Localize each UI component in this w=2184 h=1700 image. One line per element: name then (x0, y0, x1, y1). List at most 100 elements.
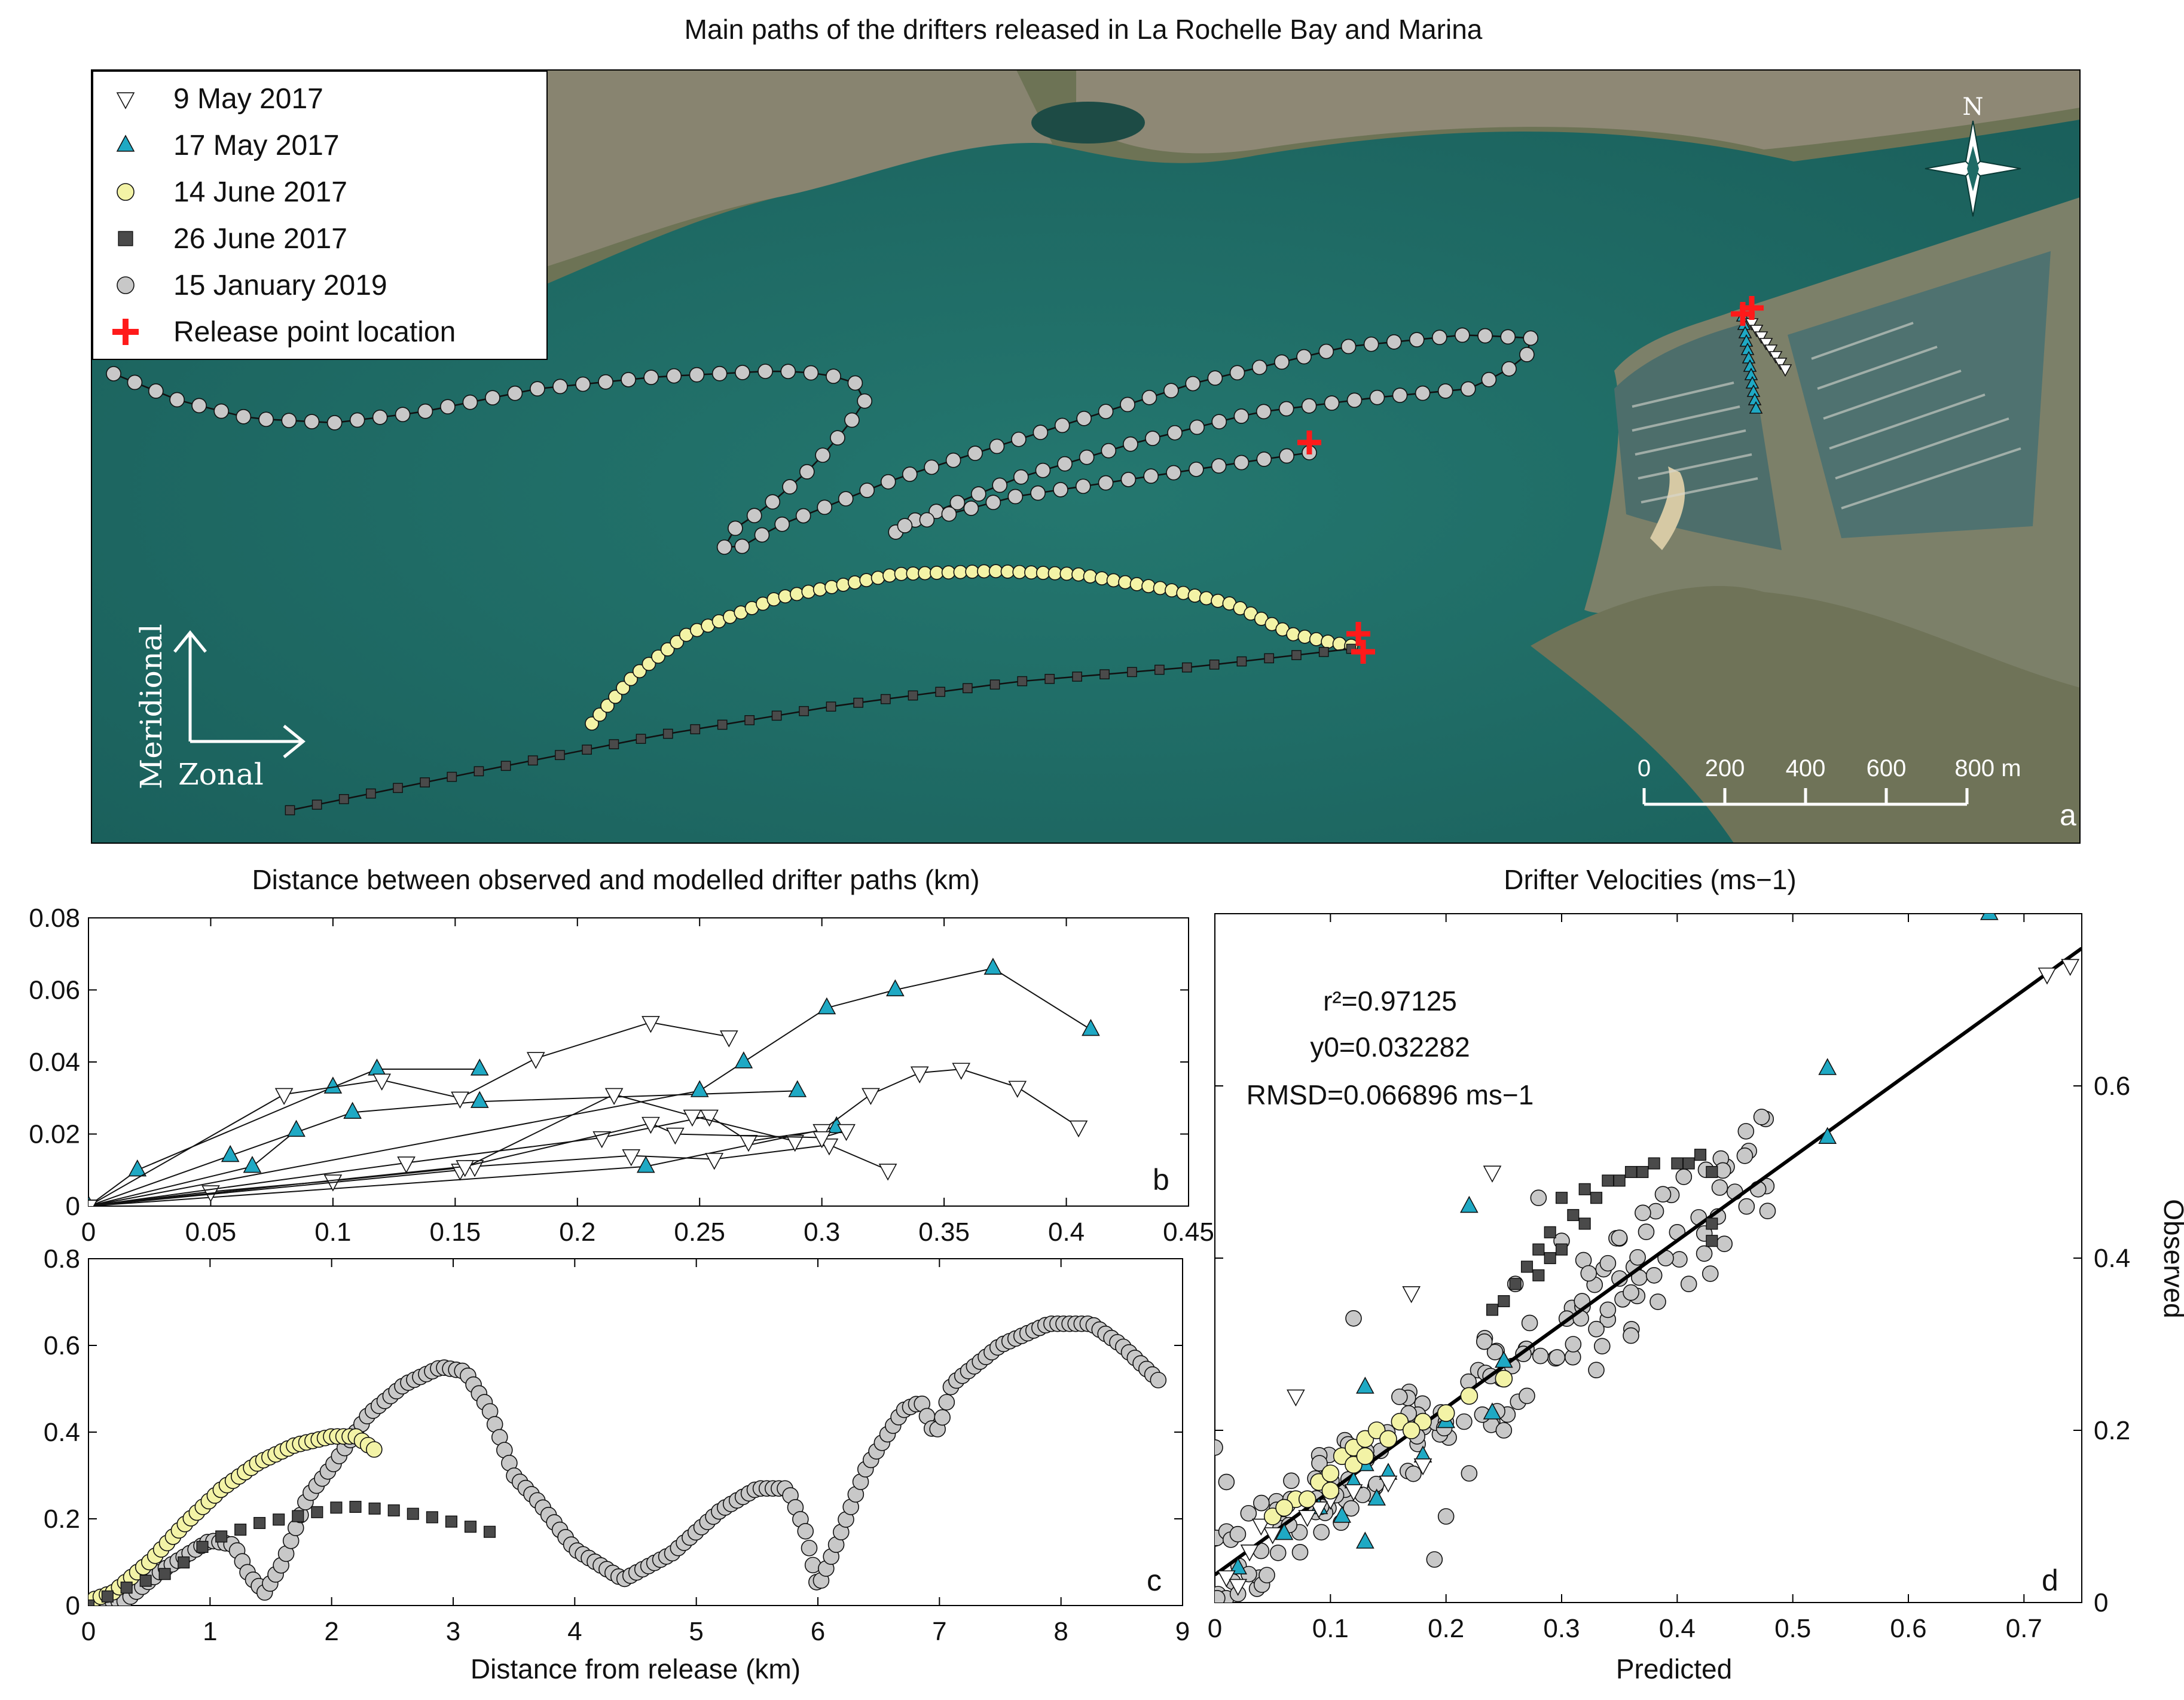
axes-c-xtick-2: 2 (324, 1617, 338, 1646)
panel-b-series (88, 957, 1100, 1206)
map-path-jan-2019-point (1145, 431, 1160, 446)
panel-c-point (178, 1556, 190, 1569)
map-path-jan-2019-point (1035, 462, 1051, 478)
map-path-jan-2019-point (148, 383, 164, 399)
map-path-june14-2017-point (824, 580, 839, 594)
map-path-june14-2017-point (1297, 629, 1312, 644)
panel-d-point (1495, 1422, 1513, 1439)
panel-d-point (1476, 1333, 1493, 1350)
map-path-june14-2017-point (660, 642, 675, 657)
panel-b-point (700, 1109, 719, 1127)
panel-c-point (483, 1525, 496, 1538)
panel-b-letter: b (1153, 1163, 1169, 1197)
panel-c-point (934, 1409, 951, 1426)
map-path-june26-2017-point (662, 728, 673, 739)
panel-d-point (1565, 1336, 1582, 1353)
map-path-jan-2019-point (666, 368, 682, 384)
axes-b-xtick-6: 0.3 (804, 1217, 840, 1247)
panel-b-point (622, 1149, 641, 1167)
panel-d-point (1624, 1165, 1638, 1179)
map-path-jan-2019-point (728, 520, 743, 536)
axes-d-xtick-7: 0.7 (2006, 1614, 2042, 1643)
panel-d-point (1650, 1293, 1666, 1310)
map-path-june14-2017-point (870, 570, 885, 585)
panel-d-point (1263, 1527, 1282, 1545)
release-point-4 (1351, 640, 1375, 664)
panel-a-letter: a (2060, 798, 2076, 832)
axes-d-ytick-3: 0.6 (2094, 1072, 2130, 1101)
axes-c-xtick-9: 9 (1175, 1617, 1190, 1646)
map-path-june26-2017-point (1291, 650, 1302, 660)
panel-b: Distance between observed and modelled d… (29, 864, 1214, 1247)
panel-b-point (1082, 1018, 1100, 1036)
panel-d-point (1611, 1229, 1628, 1246)
map-path-june26-2017-point (366, 788, 376, 799)
map-path-jan-2019-point (1189, 419, 1205, 435)
panel-d-point (1291, 1544, 1309, 1561)
map-path-jan-2019-point (1256, 451, 1272, 467)
panel-b-point (837, 1124, 856, 1142)
axes-c-xtick-6: 6 (811, 1617, 825, 1646)
panel-b-series-9 (88, 1116, 856, 1206)
map-path-jan-2019-point (941, 506, 957, 522)
map-path-jan-2019-point (1013, 469, 1029, 485)
panel-d: Drifter Velocities (ms−1) 0 0.1 0.2 0.3 0.4 0… (1208, 864, 2184, 1684)
map-path-jan-2019-point (1519, 347, 1535, 362)
map-path-jan-2019-point (1007, 489, 1024, 505)
map-path-jan-2019-point (1163, 383, 1179, 398)
panel-c-point (273, 1513, 285, 1526)
panel-d-point (1356, 1447, 1374, 1465)
legend-marker-5 (112, 319, 139, 345)
compass-rose-icon: N (1925, 93, 2021, 217)
map-path-june26-2017-point (582, 744, 592, 755)
map-path-june26-2017-point (609, 739, 619, 749)
map-path-jan-2019-point (1123, 436, 1138, 452)
map-path-june26-2017-point (1127, 667, 1137, 677)
panel-d-point (1588, 1320, 1605, 1338)
panel-b-point (952, 1063, 971, 1080)
panel-c-series-2 (88, 1500, 496, 1606)
panel-d-point (1494, 1351, 1513, 1368)
map-path-jan-2019-point (830, 430, 845, 446)
axes-b-ytick-4: 0.08 (29, 904, 80, 933)
lake (1031, 102, 1145, 144)
panel-d-point (1379, 1475, 1398, 1493)
panel-b-point (1008, 1081, 1027, 1098)
panel-d-point (1345, 1310, 1362, 1327)
panel-c: 0 1 2 3 4 5 6 7 8 9 0 0.2 0.4 0.6 0.8 Distance from re… (44, 1244, 1190, 1684)
legend-marker-4 (117, 276, 135, 294)
panel-d-point (1555, 1243, 1568, 1256)
panel-d-point (1498, 1295, 1510, 1308)
axes-b-xtick-4: 0.2 (559, 1217, 595, 1247)
map-path-jan-2019-point (689, 367, 705, 383)
map-path-jan-2019-point (1256, 404, 1272, 420)
axis-meridional: Meridional (134, 624, 169, 789)
panel-b-point (372, 1073, 392, 1091)
panel-d-point (1437, 1508, 1455, 1525)
panel-d-point (1818, 1058, 1837, 1075)
panel-b-series-3 (88, 957, 1100, 1206)
panel-c-point (196, 1540, 209, 1553)
map-may9-point (1764, 344, 1778, 358)
map-path-jan-2019-point (1500, 329, 1516, 345)
map-path-jan-2019-point (735, 365, 750, 380)
axes-d-xtick-2: 0.2 (1428, 1614, 1464, 1643)
map-path-jan-2019-point (734, 538, 750, 554)
map-path-jan-2019-point (1340, 338, 1357, 355)
legend-marker-1 (116, 135, 135, 152)
map-may9-point (1754, 331, 1768, 344)
panel-d-point (1229, 1525, 1247, 1543)
map-path-june26-2017-point (880, 694, 891, 704)
panel-c-point (139, 1574, 152, 1587)
axes-b-xtick-5: 0.25 (674, 1217, 725, 1247)
panel-d-point (1298, 1510, 1317, 1527)
map-path-june26-2017-point (690, 724, 701, 734)
axes-b-ytick-1: 0.02 (29, 1120, 80, 1149)
map-path-jan-2019-point (236, 409, 252, 425)
axes-c-ytick-4: 0.8 (44, 1244, 80, 1274)
map-path-june26-2017 (285, 643, 1357, 816)
map-path-june14-2017-point (894, 566, 909, 581)
panel-b-point (451, 1091, 469, 1109)
axis-zonal: Zonal (178, 757, 264, 792)
panel-b-point (665, 1127, 685, 1145)
